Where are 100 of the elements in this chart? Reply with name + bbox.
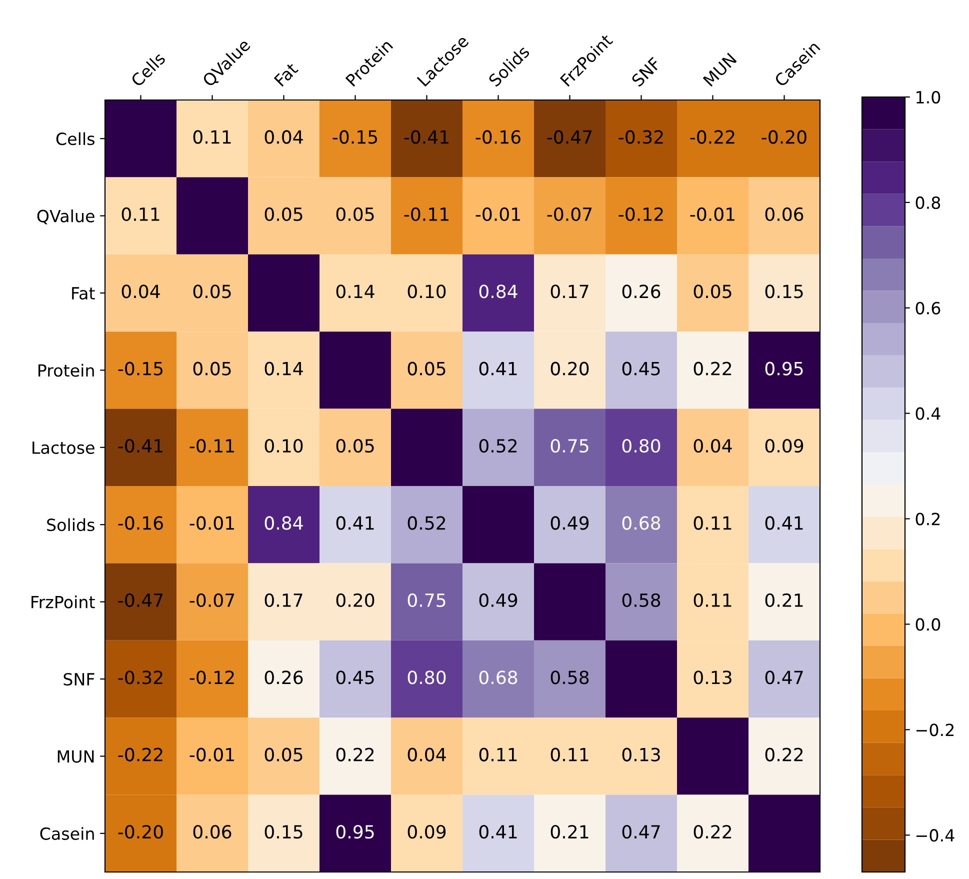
data-label: 0.41 [765, 516, 803, 530]
data-label: 0.05 [264, 748, 302, 762]
data-label: -0.11 [190, 438, 234, 453]
data-label: -0.22 [690, 130, 734, 144]
data-label: 0.68 [622, 516, 660, 530]
data-label: 0.04 [408, 748, 446, 762]
data-label: 0.05 [264, 207, 302, 222]
y-tick-label: QValue [37, 209, 94, 224]
data-label: -0.22 [118, 748, 162, 762]
data-label: 0.45 [622, 362, 660, 376]
data-label: -0.41 [118, 438, 162, 453]
data-label: 0.80 [622, 438, 660, 453]
data-label: 0.17 [550, 284, 588, 298]
data-label: 0.75 [408, 593, 446, 608]
y-tick-label: Lactose [32, 442, 94, 454]
data-label: -0.16 [476, 130, 520, 144]
color-bar-label: −0.4 [916, 829, 954, 842]
data-label: 0.05 [336, 207, 374, 222]
y-tick-label: Solids [47, 518, 94, 532]
data-label: -0.20 [762, 130, 806, 144]
data-label: 0.58 [622, 593, 660, 608]
color-bar-label: 1.0 [916, 90, 940, 104]
data-label: 0.09 [765, 438, 804, 453]
data-label: 0.84 [264, 516, 303, 530]
data-label: -0.15 [332, 130, 378, 144]
data-label: 0.52 [408, 516, 446, 530]
data-label: 0.41 [479, 362, 517, 376]
data-label: -0.12 [618, 207, 663, 222]
data-label: -0.11 [404, 207, 448, 222]
data-label: 0.22 [694, 362, 732, 376]
data-label: 0.14 [264, 362, 303, 376]
data-label: 0.47 [622, 824, 660, 839]
data-label: -0.41 [404, 130, 448, 144]
data-label: 0.75 [550, 438, 588, 453]
data-label: 0.06 [765, 207, 804, 222]
y-tick-label: SNF [64, 672, 94, 686]
y-tick-label: Fat [72, 287, 95, 300]
data-label: -0.07 [190, 593, 234, 608]
data-label: 0.41 [479, 824, 517, 839]
data-label: 0.13 [694, 670, 732, 684]
data-label: 0.21 [765, 593, 803, 608]
data-label: 0.04 [122, 284, 160, 298]
data-label: 0.10 [264, 438, 303, 453]
data-label: 0.05 [336, 438, 374, 453]
data-label: 0.22 [765, 748, 803, 762]
color-bar-label: 0.2 [916, 512, 940, 526]
data-label: 0.26 [264, 670, 303, 684]
data-label: 0.11 [193, 130, 231, 144]
data-label: 0.84 [479, 284, 518, 298]
data-label: 0.10 [408, 284, 446, 298]
x-tick-label: Fat [274, 62, 299, 87]
data-label: 0.05 [193, 284, 231, 298]
data-label: -0.01 [190, 516, 234, 530]
data-label: -0.15 [118, 362, 163, 376]
data-label: 0.05 [694, 284, 732, 298]
data-label: 0.11 [694, 593, 732, 608]
y-tick-label: MUN [58, 750, 94, 763]
data-label: 0.95 [765, 362, 803, 376]
data-label: 0.22 [336, 748, 374, 762]
color-bar-label: 0.4 [916, 407, 940, 420]
data-label: 0.15 [765, 284, 803, 298]
data-label: 0.17 [264, 593, 302, 608]
data-label: 0.15 [264, 824, 302, 839]
data-label: 0.80 [408, 670, 446, 684]
y-tick-label: Cells [56, 132, 94, 146]
data-label: 0.45 [336, 670, 374, 684]
data-label: 0.68 [479, 670, 518, 684]
data-label: 0.49 [550, 516, 589, 530]
data-label: 0.52 [479, 438, 517, 453]
color-bar-label: −0.2 [916, 724, 954, 736]
data-label: 0.49 [479, 593, 518, 608]
color-bar-label: 0.0 [916, 618, 940, 631]
data-label: 0.58 [550, 670, 589, 684]
data-label: 0.14 [336, 284, 374, 298]
data-label: 0.47 [765, 670, 803, 684]
data-label: 0.11 [479, 748, 517, 762]
data-label: 0.09 [408, 824, 446, 839]
color-bar-label: 0.6 [916, 302, 940, 314]
data-label: -0.32 [618, 130, 663, 144]
data-label: -0.01 [190, 748, 234, 762]
data-label: 0.20 [336, 593, 374, 608]
data-label: 0.04 [694, 438, 732, 453]
data-label: 0.41 [336, 516, 374, 530]
data-label: 0.22 [694, 824, 732, 839]
data-label: 0.11 [694, 516, 732, 530]
y-tick-label: FrzPoint [32, 595, 95, 608]
data-label: -0.47 [547, 130, 592, 144]
data-label: 0.11 [550, 748, 588, 762]
data-label: -0.32 [118, 670, 162, 684]
y-tick-label: Protein [38, 364, 94, 377]
data-label: 0.13 [622, 748, 660, 762]
data-label: -0.16 [118, 516, 163, 530]
data-label: -0.20 [118, 824, 163, 839]
data-label: 0.11 [122, 207, 160, 222]
color-bar-label: 0.8 [916, 196, 940, 210]
data-label: 0.05 [408, 362, 446, 376]
data-label: -0.01 [476, 207, 520, 222]
data-label: 0.20 [550, 362, 589, 376]
data-label: 0.21 [550, 824, 588, 839]
data-label: -0.07 [547, 207, 592, 222]
